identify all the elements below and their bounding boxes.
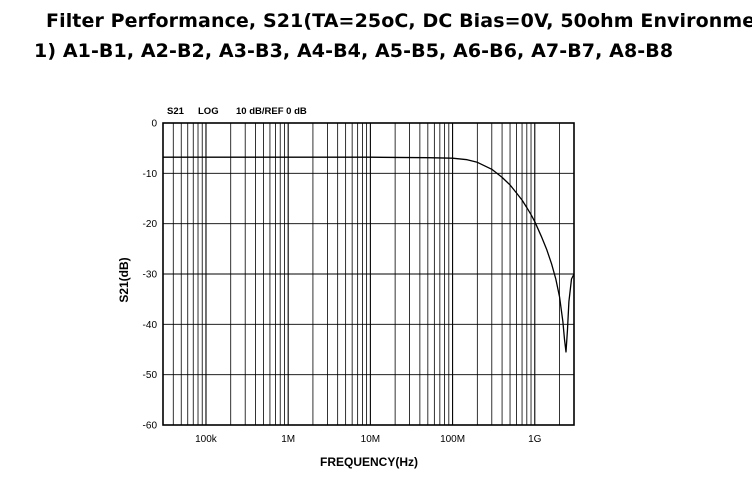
x-tick-label: 1G <box>528 434 542 445</box>
page-subtitle: 1) A1-B1, A2-B2, A3-B3, A4-B4, A5-B5, A6… <box>34 40 674 62</box>
x-tick-label: 100k <box>195 434 218 445</box>
chart-header-scale: LOG <box>198 106 219 117</box>
y-tick-label: -30 <box>143 270 158 281</box>
y-axis-label: S21(dB) <box>117 257 131 302</box>
y-tick-label: -20 <box>143 219 158 230</box>
chart-header-ref: 10 dB/REF 0 dB <box>236 106 307 117</box>
y-tick-label: -60 <box>143 421 158 432</box>
x-tick-label: 10M <box>361 434 380 445</box>
x-tick-label: 1M <box>281 434 295 445</box>
y-tick-label: 0 <box>151 119 157 130</box>
y-tick-label: -40 <box>143 320 158 331</box>
y-tick-label: -50 <box>143 370 158 381</box>
series-line-s21 <box>163 156 575 353</box>
chart-header-param: S21 <box>167 106 185 117</box>
x-tick-label: 100M <box>440 434 465 445</box>
y-tick-label: -10 <box>143 169 158 180</box>
x-axis-label: FREQUENCY(Hz) <box>320 455 418 469</box>
page-title: Filter Performance, S21(TA=25oC, DC Bias… <box>46 10 752 32</box>
